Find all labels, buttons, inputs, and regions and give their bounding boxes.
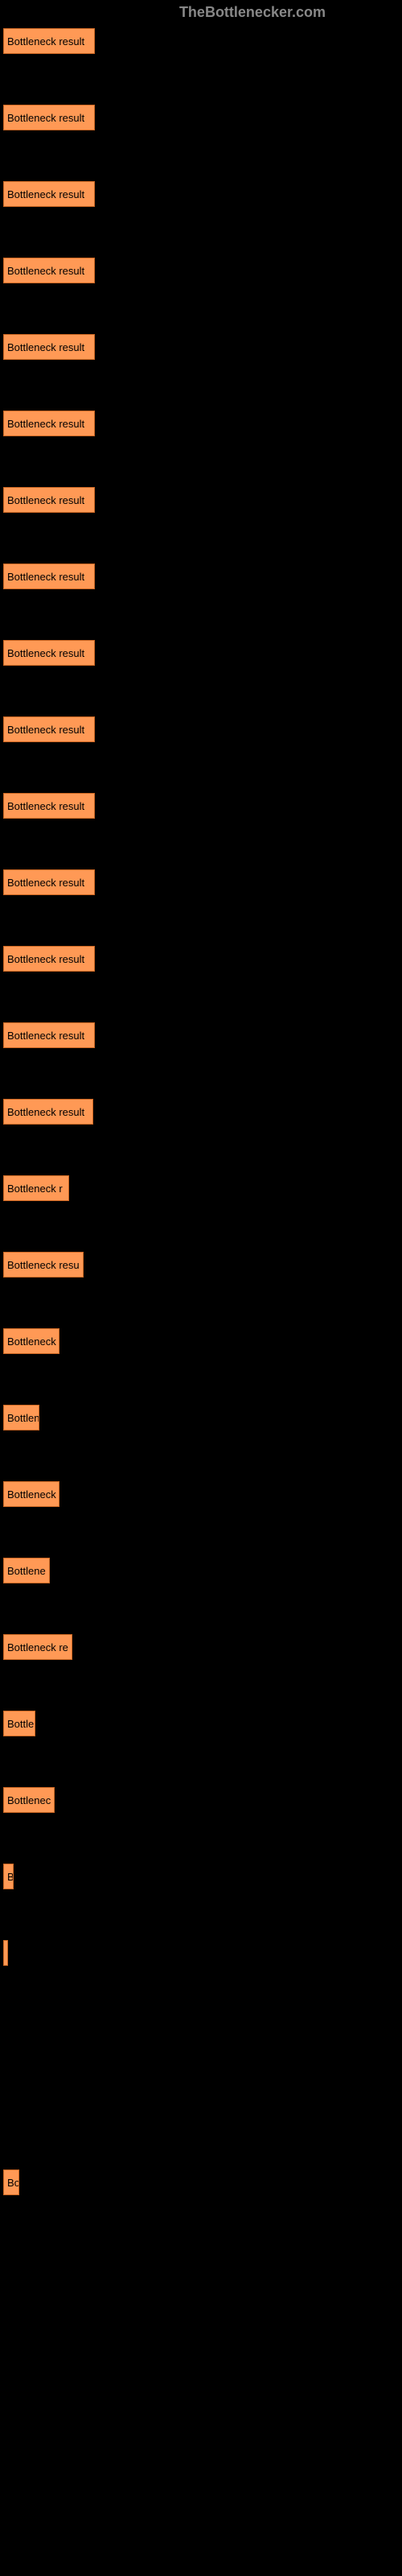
bar-row: Bottleneck result — [3, 640, 402, 666]
chart-bar: Bottleneck result — [3, 640, 95, 666]
bar-row: Bottleneck — [3, 1328, 402, 1354]
bar-row — [3, 2093, 402, 2119]
bar-row: Bottleneck result — [3, 411, 402, 436]
bar-row: Bottleneck re — [3, 1634, 402, 1660]
bar-row: Bottle — [3, 1711, 402, 1736]
chart-bar: Bottleneck result — [3, 716, 95, 742]
chart-bar: Bottleneck result — [3, 181, 95, 207]
chart-bar: Bottlene — [3, 1558, 50, 1583]
chart-bar: Bottleneck result — [3, 487, 95, 513]
bar-row: Bottleneck — [3, 1481, 402, 1507]
bar-row: Bottleneck result — [3, 487, 402, 513]
bar-row: Bottleneck result — [3, 564, 402, 589]
chart-bar — [3, 1940, 8, 1966]
chart-bar: Bottleneck resu — [3, 1252, 84, 1278]
chart-bar: Bottleneck result — [3, 411, 95, 436]
chart-bar: Bottleneck result — [3, 793, 95, 819]
chart-bar: Bottlen — [3, 1405, 39, 1430]
chart-bar: Bottleneck result — [3, 258, 95, 283]
bar-row: Bottleneck result — [3, 258, 402, 283]
bar-row — [3, 1940, 402, 1966]
chart-bar: Bottleneck result — [3, 1022, 95, 1048]
chart-bar: B — [3, 1864, 14, 1889]
bar-row: Bottleneck result — [3, 28, 402, 54]
chart-bar: Bottleneck r — [3, 1175, 69, 1201]
bar-row: Bottleneck result — [3, 1022, 402, 1048]
chart-bar: Bottleneck result — [3, 334, 95, 360]
bar-row: Bottleneck result — [3, 334, 402, 360]
chart-bar: Bottleneck result — [3, 1099, 93, 1125]
chart-bar: Bottlenec — [3, 1787, 55, 1813]
chart-bar: Bottleneck result — [3, 564, 95, 589]
bar-row: Bottleneck result — [3, 946, 402, 972]
chart-bar: Bottle — [3, 1711, 35, 1736]
chart-bar: Bottleneck re — [3, 1634, 72, 1660]
chart-bar: Bottleneck — [3, 1481, 59, 1507]
chart-bar: Bottleneck result — [3, 946, 95, 972]
bar-row: Bottlenec — [3, 1787, 402, 1813]
chart-bar: Bottleneck result — [3, 28, 95, 54]
bar-row: Bottleneck r — [3, 1175, 402, 1201]
bar-row: Bottlene — [3, 1558, 402, 1583]
bar-row — [3, 2017, 402, 2042]
bar-chart: Bottleneck result Bottleneck result Bottle… — [0, 0, 402, 2195]
bar-row: Bottleneck result — [3, 1099, 402, 1125]
bar-row: Bottlen — [3, 1405, 402, 1430]
bar-row: Bo — [3, 2169, 402, 2195]
bar-row: Bottleneck result — [3, 105, 402, 130]
chart-bar: Bo — [3, 2169, 19, 2195]
bar-row: Bottleneck result — [3, 181, 402, 207]
chart-bar: Bottleneck result — [3, 869, 95, 895]
bar-row: B — [3, 1864, 402, 1889]
bar-row: Bottleneck result — [3, 793, 402, 819]
site-name[interactable]: TheBottlenecker.com — [179, 4, 326, 21]
bar-row: Bottleneck result — [3, 716, 402, 742]
chart-bar: Bottleneck — [3, 1328, 59, 1354]
bar-row: Bottleneck result — [3, 869, 402, 895]
chart-bar: Bottleneck result — [3, 105, 95, 130]
bar-row: Bottleneck resu — [3, 1252, 402, 1278]
